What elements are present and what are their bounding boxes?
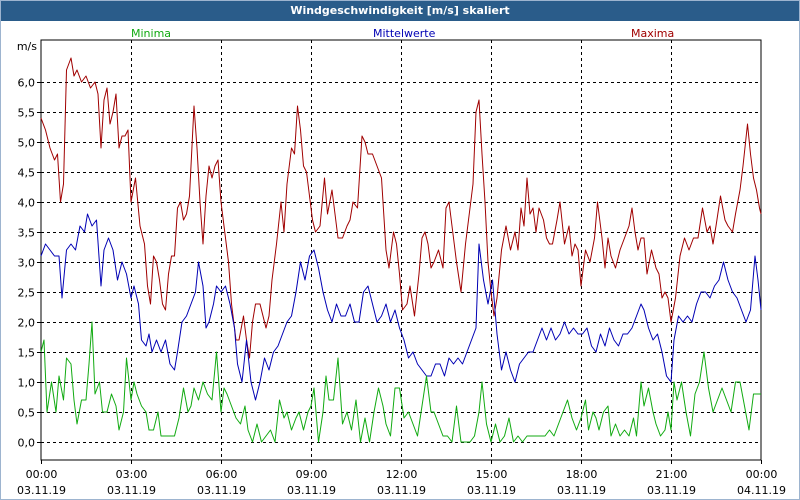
x-tick-date: 03.11.19: [17, 484, 66, 497]
x-tick-time: 03:00: [116, 468, 148, 481]
x-tick-time: 00:00: [746, 468, 778, 481]
legend-mittelwerte: Mittelwerte: [373, 27, 436, 40]
x-tick-time: 12:00: [386, 468, 418, 481]
y-tick-label: 3,0: [18, 257, 36, 270]
x-tick-time: 15:00: [476, 468, 508, 481]
x-tick-date: 03.11.19: [107, 484, 156, 497]
wind-speed-chart: 0,00,51,01,52,02,53,03,54,04,55,05,56,0 …: [17, 27, 786, 497]
window-title: Windgeschwindigkeit [m/s] skaliert: [1, 1, 799, 21]
x-axis: 00:00 03.11.19 03:00 03.11.19 06:00 03.11.19 0…: [17, 460, 786, 497]
y-tick-label: 6,0: [18, 77, 36, 90]
x-tick-time: 09:00: [296, 468, 328, 481]
legend-maxima: Maxima: [631, 27, 674, 40]
y-tick-label: 0,0: [18, 437, 36, 450]
series-mean-line: [40, 213, 762, 401]
x-tick-date: 03.11.19: [647, 484, 696, 497]
y-tick-label: 5,0: [18, 137, 36, 150]
x-tick-time: 00:00: [26, 468, 58, 481]
series-max-line: [40, 57, 762, 359]
y-tick-label: 3,5: [18, 227, 36, 240]
y-tick-label: 5,5: [18, 107, 36, 120]
x-tick-date: 03.11.19: [557, 484, 606, 497]
y-tick-label: 4,5: [18, 167, 36, 180]
x-tick-date: 03.11.19: [197, 484, 246, 497]
grid: [41, 40, 761, 460]
x-tick-date: 03.11.19: [287, 484, 336, 497]
x-tick-time: 21:00: [656, 468, 688, 481]
x-tick-date: 03.11.19: [467, 484, 516, 497]
x-tick-date: 03.11.19: [377, 484, 426, 497]
y-tick-label: 2,5: [18, 287, 36, 300]
y-axis: 0,0 0,5 1,0 1,5 2,0 2,5 3,0 3,5 4,0 4,5 5,0 5,5 6,0: [18, 77, 41, 450]
legend-minima: Minima: [131, 27, 171, 40]
y-tick-label: 1,5: [18, 347, 36, 360]
x-tick-date: 04.11.19: [737, 484, 786, 497]
x-tick-time: 18:00: [566, 468, 598, 481]
y-tick-label: 4,0: [18, 197, 36, 210]
x-tick-time: 06:00: [206, 468, 238, 481]
series-min-line: [40, 321, 761, 443]
y-tick-label: 0,5: [18, 407, 36, 420]
y-tick-label: 1,0: [18, 377, 36, 390]
y-tick-label: 2,0: [18, 317, 36, 330]
y-axis-label: m/s: [17, 40, 37, 53]
series-lines: [40, 57, 762, 443]
